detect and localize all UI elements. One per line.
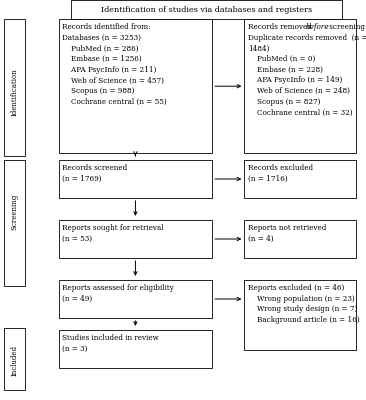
FancyBboxPatch shape: [59, 160, 212, 198]
FancyBboxPatch shape: [244, 280, 356, 350]
FancyBboxPatch shape: [244, 220, 356, 258]
FancyBboxPatch shape: [59, 280, 212, 318]
FancyBboxPatch shape: [59, 19, 212, 153]
FancyBboxPatch shape: [244, 19, 356, 153]
FancyBboxPatch shape: [244, 160, 356, 198]
FancyBboxPatch shape: [4, 19, 25, 156]
Text: Included: Included: [11, 344, 19, 376]
Text: Identification of studies via databases and registers: Identification of studies via databases …: [101, 6, 312, 14]
Text: Records screened
(n = 1769): Records screened (n = 1769): [62, 164, 127, 183]
Text: before: before: [306, 23, 329, 31]
FancyBboxPatch shape: [59, 220, 212, 258]
Text: Duplicate records removed  (n =
1484)
    PubMed (n = 0)
    Embase (n = 228)
  : Duplicate records removed (n = 1484) Pub…: [248, 34, 366, 116]
Text: Reports sought for retrieval
(n = 53): Reports sought for retrieval (n = 53): [62, 224, 164, 243]
FancyBboxPatch shape: [59, 330, 212, 368]
Text: Records identified from:
Databases (n = 3253)
    PubMed (n = 286)
    Embase (n: Records identified from: Databases (n = …: [62, 23, 167, 106]
Text: Screening: Screening: [11, 194, 19, 230]
Text: Reports not retrieved
(n = 4): Reports not retrieved (n = 4): [248, 224, 326, 243]
Text: Reports excluded (n = 46)
    Wrong population (n = 23)
    Wrong study design (: Reports excluded (n = 46) Wrong populati…: [248, 284, 360, 324]
Text: Records excluded
(n = 1716): Records excluded (n = 1716): [248, 164, 313, 183]
Text: Studies included in review
(n = 3): Studies included in review (n = 3): [62, 334, 159, 353]
Text: Reports assessed for eligibility
(n = 49): Reports assessed for eligibility (n = 49…: [62, 284, 174, 303]
FancyBboxPatch shape: [71, 0, 342, 19]
Text: Identification: Identification: [11, 68, 19, 116]
Text: Records removed: Records removed: [248, 23, 314, 31]
FancyBboxPatch shape: [4, 328, 25, 390]
Text: screening:: screening:: [328, 23, 366, 31]
FancyBboxPatch shape: [4, 160, 25, 286]
